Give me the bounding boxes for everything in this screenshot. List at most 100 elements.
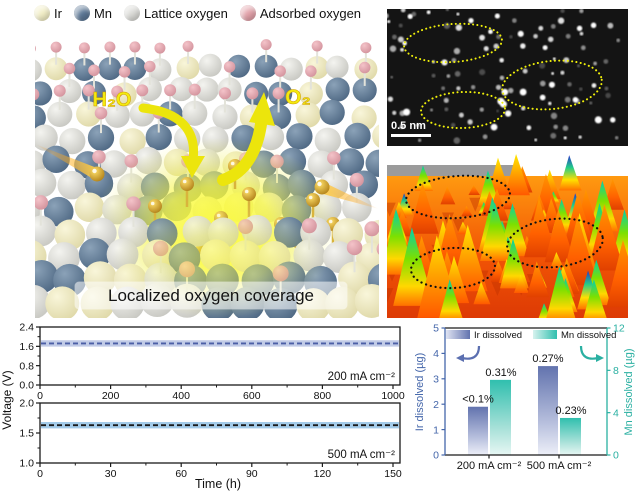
left-axis-arrowhead-icon [456, 354, 464, 362]
mn-sphere [352, 78, 377, 103]
adsorbed-oxygen-sphere [349, 172, 364, 187]
atom-dot [467, 119, 473, 125]
atom-dot [548, 36, 554, 43]
mn-sphere [344, 122, 371, 149]
gold-comet-left [35, 144, 97, 180]
adsorbed-oxygen-sphere [358, 61, 371, 74]
bright-atom-dot [610, 117, 616, 123]
scale-bar [391, 134, 431, 137]
highlight [244, 189, 249, 194]
atom-dot [390, 75, 394, 79]
terrain-shadow [387, 202, 396, 217]
atom-dot [508, 87, 514, 94]
mn-percent-label: 0.31% [485, 367, 516, 379]
atom-dot [552, 57, 556, 61]
adsorbed-oxygen-sphere [129, 41, 141, 53]
surface-peak [468, 185, 480, 196]
atom-dot [564, 96, 571, 103]
right-tick-label: 4 [613, 407, 619, 419]
atom-dot [454, 71, 461, 77]
mn-sphere [43, 196, 74, 227]
h2o-arrow [138, 103, 199, 165]
atom-dot [441, 59, 448, 66]
atom-dot [470, 84, 476, 90]
lattice-oxygen-sphere [104, 102, 130, 128]
atom-dot [441, 86, 446, 91]
bright-atom-dot [572, 97, 579, 103]
atom-dot [411, 11, 417, 17]
atom-dot [553, 124, 558, 130]
highlight-ellipse [409, 246, 497, 290]
adsorbed-oxygen-sphere [154, 42, 166, 54]
adsorbed-oxygen-sphere [63, 62, 76, 75]
atom-dot [400, 9, 406, 13]
atom-dot [533, 33, 538, 39]
lattice-oxygen-sphere [57, 79, 82, 104]
right-tick-label: 12 [613, 323, 625, 335]
adsorbed-oxygen-sphere [246, 87, 259, 100]
y-tick-label: 0.0 [19, 380, 34, 392]
ir-sphere [119, 128, 146, 155]
highlight [230, 161, 235, 166]
highlight-ellipse [405, 174, 511, 220]
adsorbed-oxygen-sphere [136, 84, 149, 97]
ir-sphere [372, 124, 379, 148]
illustration-caption: Localized oxygen coverage [108, 286, 314, 305]
right-tick-label: 8 [613, 365, 619, 377]
lattice-oxygen-sphere [198, 53, 222, 77]
surface-terrain [387, 154, 628, 318]
bright-atom-dot [542, 45, 548, 51]
highlight [92, 168, 97, 174]
atom-dot [579, 87, 583, 91]
atom-dot [522, 68, 528, 74]
highlight-ellipse [506, 217, 604, 269]
adsorbed-oxygen-sphere [272, 87, 285, 100]
atom-dot [512, 18, 517, 23]
adsorbed-oxygen-sphere [111, 85, 124, 98]
gold-atom-sphere [306, 193, 320, 207]
right-axis-arrowhead-icon [596, 354, 604, 362]
highlight [182, 179, 187, 184]
adsorbed-oxygen-sphere [88, 64, 100, 77]
right-axis-arrow [579, 345, 599, 360]
lattice-oxygen-sphere [169, 77, 194, 102]
adsorbed-oxygen-sphere [327, 151, 341, 165]
atom-dot [415, 123, 420, 127]
lattice-oxygen-sphere [57, 170, 87, 200]
atom-dot [548, 101, 552, 106]
y-tick-label: 1.5 [19, 428, 34, 440]
atom-dot [499, 57, 504, 63]
gold-comet-right-ball [314, 179, 330, 195]
surface-peak [549, 252, 565, 270]
lattice-oxygen-sphere [212, 104, 238, 130]
mn-sphere [98, 57, 122, 81]
surface-peak [559, 155, 582, 191]
lattice-oxygen-sphere [279, 57, 303, 81]
x-tick-label: 60 [175, 468, 187, 480]
y-tick-label: 1.6 [19, 341, 34, 353]
bright-atom-dot [576, 25, 583, 32]
bright-atom-dot [539, 94, 546, 101]
atom-dot [493, 43, 499, 49]
atom-dot [399, 124, 404, 129]
mn-sphere [227, 54, 251, 78]
surface-peak [504, 154, 530, 196]
atom-dot [458, 112, 464, 118]
bright-atom-dot [468, 17, 474, 24]
bright-atom-dot [490, 123, 498, 131]
atom-dot [455, 24, 463, 31]
mn-sphere [87, 124, 115, 151]
ir-dissolved-bar [468, 406, 488, 455]
atom-dot [603, 59, 609, 64]
x-tick-label: 0 [37, 390, 43, 402]
adsorbed-oxygen-sphere [144, 60, 156, 73]
ir-dissolved-bar [538, 366, 558, 455]
adsorbed-oxygen-sphere [364, 221, 379, 237]
mn-sphere [365, 149, 379, 177]
atom-dot [453, 137, 461, 144]
legend-label: Ir [54, 5, 62, 21]
highlight-ellipse [501, 59, 603, 111]
surface-peak [440, 186, 456, 205]
highlight-ellipse [403, 22, 503, 64]
